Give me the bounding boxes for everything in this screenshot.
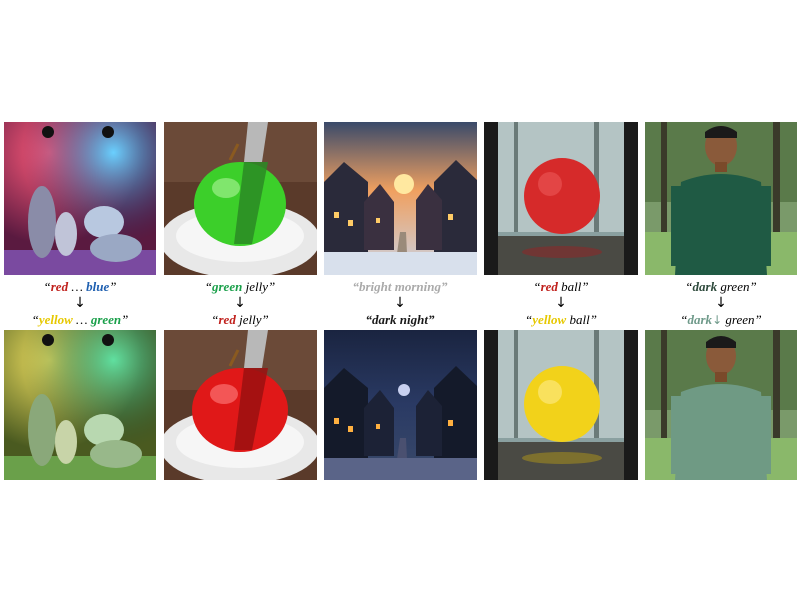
word-red: red bbox=[540, 279, 558, 294]
image-man-dark-green-shirt bbox=[645, 122, 797, 275]
image-dogs-yellow-green bbox=[4, 330, 156, 480]
word-red: red bbox=[218, 312, 236, 327]
image-apple-red-jelly bbox=[164, 330, 317, 480]
down-arrow-5: ↓ bbox=[715, 295, 727, 311]
down-arrow-3: ↓ bbox=[394, 295, 406, 311]
image-village-dark-night bbox=[324, 330, 477, 480]
word-dark: dark bbox=[692, 279, 718, 294]
image-apple-green-jelly bbox=[164, 122, 317, 275]
prompt-bottom-5: “dark↓ green” bbox=[680, 312, 762, 327]
image-red-ball bbox=[484, 122, 638, 275]
prompt-bottom-3: “dark night” bbox=[365, 312, 435, 327]
down-arrow-4: ↓ bbox=[555, 295, 567, 311]
down-arrow-inline: ↓ bbox=[712, 313, 723, 327]
down-arrow-2: ↓ bbox=[234, 295, 246, 311]
word-red: red bbox=[50, 279, 69, 294]
prompt-bottom-4: “yellow ball” bbox=[525, 312, 597, 327]
word-green: green bbox=[90, 312, 122, 327]
word-blue: blue bbox=[86, 279, 110, 294]
prompt-bottom-2: “red jelly” bbox=[211, 312, 269, 327]
prompt-bottom-1: “yellow … green” bbox=[31, 312, 129, 327]
image-man-light-green-shirt bbox=[645, 330, 797, 480]
word-yellow: yellow bbox=[38, 312, 73, 327]
prompt-top-3: “bright morning” bbox=[352, 279, 448, 294]
image-yellow-ball bbox=[484, 330, 638, 480]
prompt-top-5: “dark green” bbox=[685, 279, 757, 294]
prompt-top-2: “green jelly” bbox=[204, 279, 276, 294]
word-yellow: yellow bbox=[532, 312, 567, 327]
image-village-bright-morning bbox=[324, 122, 477, 275]
prompt-top-1: “red … blue” bbox=[43, 279, 117, 294]
word-green: green bbox=[212, 279, 243, 294]
down-arrow-1: ↓ bbox=[74, 295, 86, 311]
prompt-top-4: “red ball” bbox=[533, 279, 589, 294]
image-dogs-red-blue bbox=[4, 122, 156, 275]
word-dark: dark bbox=[687, 312, 713, 327]
